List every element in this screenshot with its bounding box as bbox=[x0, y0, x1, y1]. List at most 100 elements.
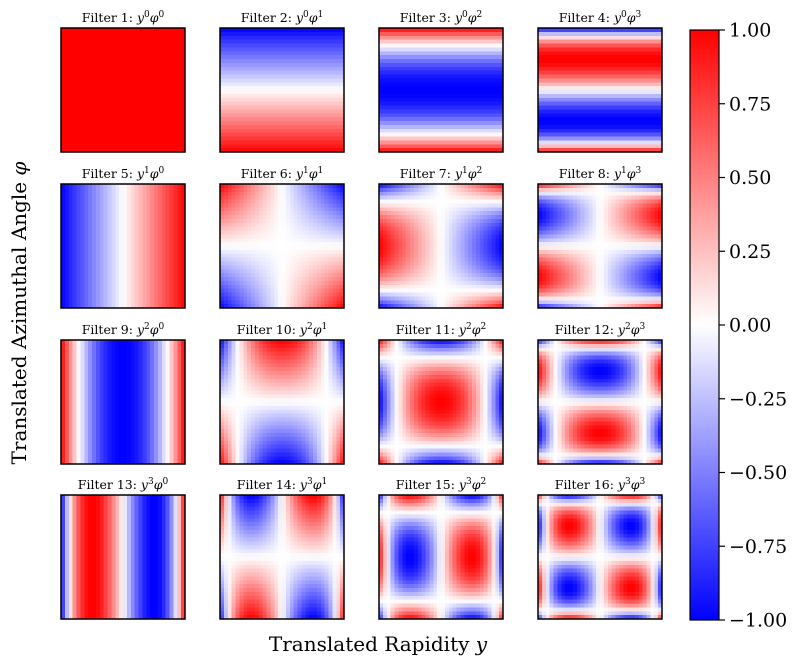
heatmap-cell bbox=[64, 195, 70, 200]
heatmap-cell bbox=[561, 132, 566, 137]
heatmap-cell bbox=[611, 43, 616, 48]
heatmap-cell bbox=[181, 140, 186, 145]
heatmap-cell bbox=[107, 90, 112, 95]
heatmap-cell bbox=[483, 59, 488, 64]
heatmap-cell bbox=[289, 132, 294, 137]
heatmap-cell bbox=[491, 101, 496, 106]
heatmap-cell bbox=[452, 136, 457, 141]
heatmap-cell bbox=[239, 105, 244, 110]
heatmap-cell bbox=[293, 109, 298, 114]
heatmap-cell bbox=[92, 90, 97, 95]
heatmap-cell bbox=[340, 62, 345, 68]
heatmap-cell bbox=[441, 113, 446, 118]
heatmap-cell bbox=[642, 101, 647, 106]
heatmap-cell bbox=[569, 148, 574, 153]
heatmap-cell bbox=[627, 97, 632, 102]
heatmap-cell bbox=[123, 284, 128, 289]
heatmap-cell bbox=[336, 62, 341, 68]
heatmap-cell bbox=[150, 246, 155, 251]
heatmap-cell bbox=[538, 62, 543, 68]
heatmap-cell bbox=[468, 31, 473, 37]
heatmap-cell bbox=[150, 62, 155, 68]
heatmap-cell bbox=[596, 55, 601, 60]
heatmap-cell bbox=[88, 191, 93, 196]
heatmap-cell bbox=[588, 113, 593, 118]
heatmap-cell bbox=[475, 132, 481, 137]
heatmap-cell bbox=[154, 284, 159, 289]
heatmap-cell bbox=[235, 51, 240, 56]
heatmap-cell bbox=[448, 35, 453, 40]
heatmap-cell bbox=[72, 70, 77, 75]
heatmap-cell bbox=[68, 140, 73, 145]
heatmap-cell bbox=[324, 74, 329, 79]
heatmap-cell bbox=[425, 132, 430, 137]
heatmap-cell bbox=[386, 28, 391, 33]
heatmap-cell bbox=[107, 140, 112, 145]
heatmap-cell bbox=[119, 238, 124, 243]
heatmap-cell bbox=[84, 121, 89, 126]
heatmap-cell bbox=[479, 28, 484, 33]
heatmap-cell bbox=[444, 66, 450, 71]
heatmap-cell bbox=[72, 47, 77, 52]
heatmap-cell bbox=[157, 199, 163, 204]
heatmap-cell bbox=[495, 59, 500, 64]
heatmap-cell bbox=[627, 140, 632, 145]
heatmap-cell bbox=[123, 59, 128, 64]
heatmap-cell bbox=[444, 136, 450, 141]
heatmap-cell bbox=[305, 132, 310, 137]
heatmap-cell bbox=[441, 74, 446, 79]
heatmap-cell bbox=[181, 86, 186, 91]
heatmap-cell bbox=[115, 93, 120, 99]
heatmap-cell bbox=[76, 215, 81, 220]
heatmap-cell bbox=[107, 218, 112, 224]
heatmap-cell bbox=[99, 191, 104, 196]
heatmap-cell bbox=[177, 249, 182, 255]
heatmap-cell bbox=[68, 66, 73, 71]
heatmap-cell bbox=[580, 105, 585, 110]
heatmap-cell bbox=[394, 144, 399, 149]
heatmap-cell bbox=[61, 117, 66, 122]
heatmap-cell bbox=[111, 288, 116, 293]
heatmap-cell bbox=[165, 265, 170, 270]
heatmap-cell bbox=[472, 97, 477, 102]
heatmap-cell bbox=[634, 117, 640, 122]
heatmap-cell bbox=[386, 144, 391, 149]
heatmap-cell bbox=[88, 109, 93, 114]
heatmap-cell bbox=[154, 230, 159, 235]
heatmap-cell bbox=[161, 218, 166, 224]
heatmap-cell bbox=[115, 51, 120, 56]
heatmap-cell bbox=[88, 261, 93, 266]
heatmap-cell bbox=[134, 253, 139, 258]
heatmap-cell bbox=[146, 273, 151, 278]
heatmap-cell bbox=[84, 269, 89, 274]
heatmap-cell bbox=[561, 70, 566, 75]
heatmap-cell bbox=[483, 105, 488, 110]
heatmap-cell bbox=[580, 82, 585, 87]
heatmap-cell bbox=[619, 128, 624, 133]
heatmap-cell bbox=[220, 62, 225, 68]
heatmap-cell bbox=[150, 55, 155, 60]
heatmap-cell bbox=[491, 86, 496, 91]
heatmap-cell bbox=[262, 90, 267, 95]
heatmap-cell bbox=[429, 132, 434, 137]
heatmap-cell bbox=[297, 43, 302, 48]
heatmap-cell bbox=[103, 117, 108, 122]
heatmap-cell bbox=[258, 105, 263, 110]
heatmap-cell bbox=[61, 261, 66, 266]
heatmap-cell bbox=[95, 253, 101, 258]
heatmap-cell bbox=[111, 284, 116, 289]
heatmap-cell bbox=[584, 105, 589, 110]
heatmap-cell bbox=[607, 128, 612, 133]
panel-frame bbox=[378, 27, 504, 153]
heatmap-cell bbox=[398, 82, 403, 87]
heatmap-cell bbox=[394, 101, 399, 106]
heatmap-cell bbox=[592, 121, 597, 126]
heatmap-cell bbox=[251, 35, 256, 40]
heatmap-cell bbox=[142, 66, 147, 71]
heatmap-cell bbox=[130, 90, 135, 95]
heatmap-cell bbox=[425, 93, 430, 99]
heatmap-cell bbox=[270, 59, 275, 64]
heatmap-cell bbox=[254, 144, 260, 149]
heatmap-cell bbox=[254, 121, 260, 126]
heatmap-cell bbox=[429, 66, 434, 71]
